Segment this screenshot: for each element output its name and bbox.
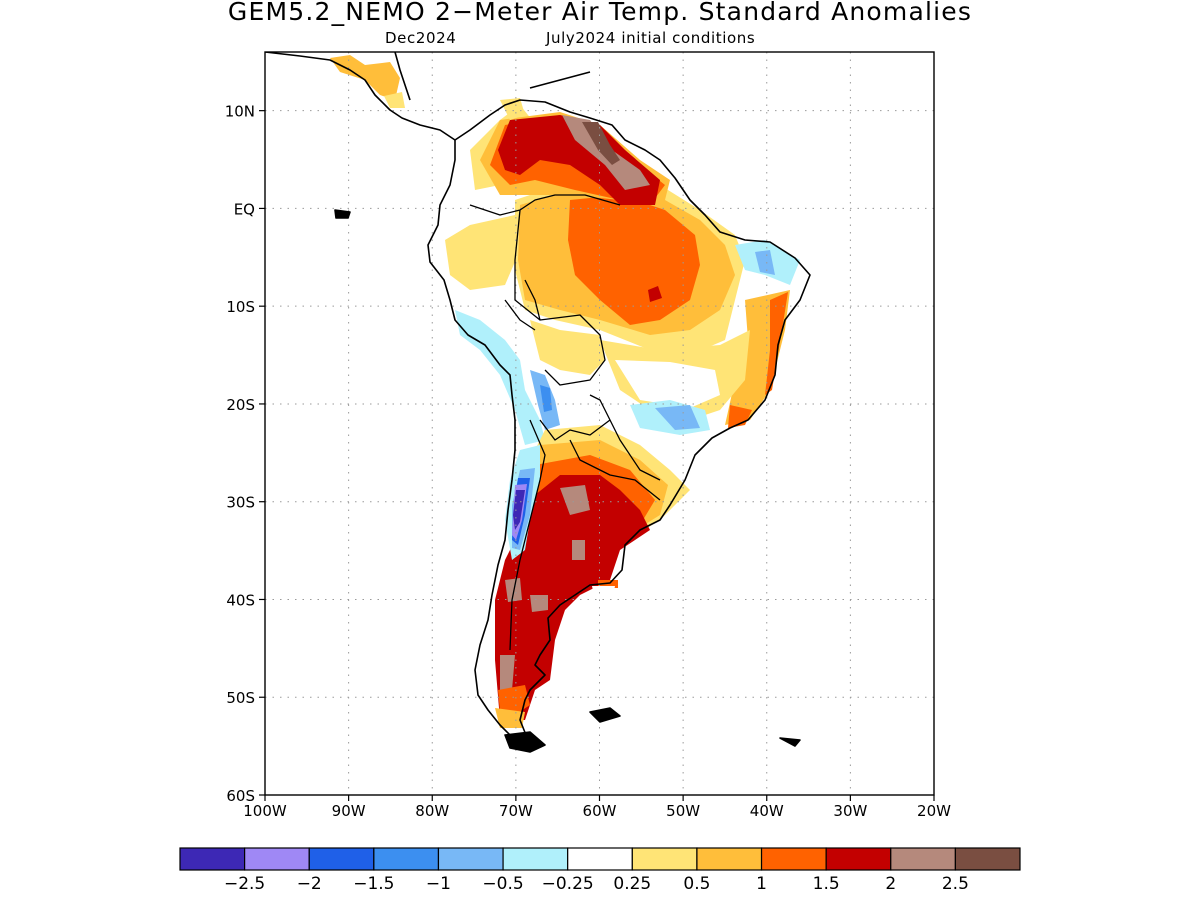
lon-tick-label: 40W — [750, 802, 784, 820]
anomaly-region-0-5 — [500, 98, 525, 120]
anomaly-region-neutral — [615, 360, 720, 408]
colorbar-swatch — [502, 847, 569, 871]
anomaly-region-neutral — [592, 586, 615, 600]
subtitle-month: Dec2024 — [385, 29, 457, 47]
colorbar-label: −2.5 — [224, 874, 265, 894]
lat-tick-label: 30S — [226, 494, 255, 512]
subtitle-init: July2024 initial conditions — [546, 29, 756, 47]
chart-title: GEM5.2_NEMO 2−Meter Air Temp. Standard A… — [227, 0, 973, 26]
lat-tick-label: EQ — [234, 200, 255, 218]
anomaly-region-1 — [495, 708, 525, 728]
lon-tick-label: 60W — [583, 802, 617, 820]
border-lines — [469, 194, 661, 651]
colorbar-swatch — [631, 847, 698, 871]
coastline-central-america — [394, 52, 411, 101]
anomaly-region-neg-2-5 — [513, 490, 525, 530]
anomaly-region-neg-1 — [655, 405, 700, 430]
colorbar-swatch — [825, 847, 892, 871]
lat-tick-label: 10N — [225, 103, 255, 121]
latitude-labels: 10N EQ 10S 20S 30S 40S 50S 60S — [225, 103, 255, 805]
colorbar-swatch — [567, 847, 633, 871]
colorbar-swatch — [373, 847, 440, 871]
colorbar-label: −1 — [426, 874, 451, 894]
anomaly-region-1 — [330, 55, 400, 100]
colorbar-swatch — [244, 847, 310, 871]
lon-tick-label: 50W — [666, 802, 700, 820]
colorbar-label: 2.5 — [942, 874, 969, 894]
anomaly-region-1-5 — [765, 292, 788, 395]
colorbar — [179, 847, 1021, 871]
anomaly-region-0-5 — [384, 92, 405, 108]
colorbar-swatch — [696, 847, 763, 871]
lat-tick-label: 40S — [226, 591, 255, 609]
anomaly-region-0-5 — [445, 215, 520, 290]
lon-tick-label: 20W — [917, 802, 951, 820]
anomaly-region-neg-0-5 — [455, 310, 545, 445]
lon-tick-label: 90W — [332, 802, 366, 820]
island-galapagos — [334, 209, 351, 219]
colorbar-swatch — [890, 847, 956, 871]
island-falklands — [589, 707, 621, 723]
anomaly-region-2-5 — [500, 655, 515, 690]
colorbar-swatch — [179, 847, 246, 871]
colorbar-label: −0.5 — [482, 874, 523, 894]
anomaly-region-0-5 — [530, 320, 605, 375]
anomaly-region-1-5 — [568, 195, 700, 325]
lat-tick-label: 20S — [226, 396, 255, 414]
colorbar-swatch — [437, 847, 504, 871]
lon-tick-label: 70W — [499, 802, 533, 820]
colorbar-label: −1.5 — [353, 874, 394, 894]
anomaly-fill-layer — [330, 55, 810, 745]
coastline-south-america — [427, 99, 811, 746]
colorbar-label: 0.5 — [683, 874, 710, 894]
colorbar-label: 1.5 — [813, 874, 840, 894]
lat-tick-label: 50S — [226, 689, 255, 707]
anomaly-region-1-5 — [728, 405, 752, 428]
coastline-caribbean — [529, 71, 591, 89]
anomaly-region-1-5 — [498, 685, 530, 715]
anomaly-region-2-5 — [530, 595, 548, 612]
lat-tick-label: 10S — [226, 298, 255, 316]
colorbar-label: −2 — [297, 874, 322, 894]
island-tierra-del-fuego — [504, 731, 546, 753]
anomaly-region-neg-1 — [755, 250, 775, 275]
colorbar-swatch — [760, 847, 827, 871]
anomaly-region-neg-1-5 — [540, 385, 552, 412]
longitude-labels: 100W 90W 80W 70W 60W 50W 40W 30W 20W — [243, 802, 951, 820]
colorbar-label: 1 — [756, 874, 767, 894]
colorbar-swatch — [308, 847, 375, 871]
coastline-central-america — [265, 52, 456, 141]
anomaly-region-2-5 — [560, 485, 590, 515]
anomaly-region-max — [582, 122, 620, 165]
island-south-georgia — [779, 737, 801, 747]
colorbar-label: 0.25 — [613, 874, 651, 894]
colorbar-swatch — [954, 847, 1021, 871]
anomaly-region-2-5 — [572, 540, 585, 560]
colorbar-label: −0.25 — [542, 874, 594, 894]
lat-tick-label: 60S — [226, 787, 255, 805]
axis-ticks — [259, 110, 935, 801]
coastline-borders — [265, 52, 811, 753]
lon-tick-label: 30W — [833, 802, 867, 820]
colorbar-labels: −2.5 −2 −1.5 −1 −0.5 −0.25 0.25 0.5 1 1.5 2 2.5 — [224, 874, 969, 894]
lon-tick-label: 80W — [415, 802, 449, 820]
lon-tick-label: 100W — [243, 802, 287, 820]
colorbar-label: 2 — [885, 874, 896, 894]
anomaly-region-2 — [648, 286, 662, 302]
